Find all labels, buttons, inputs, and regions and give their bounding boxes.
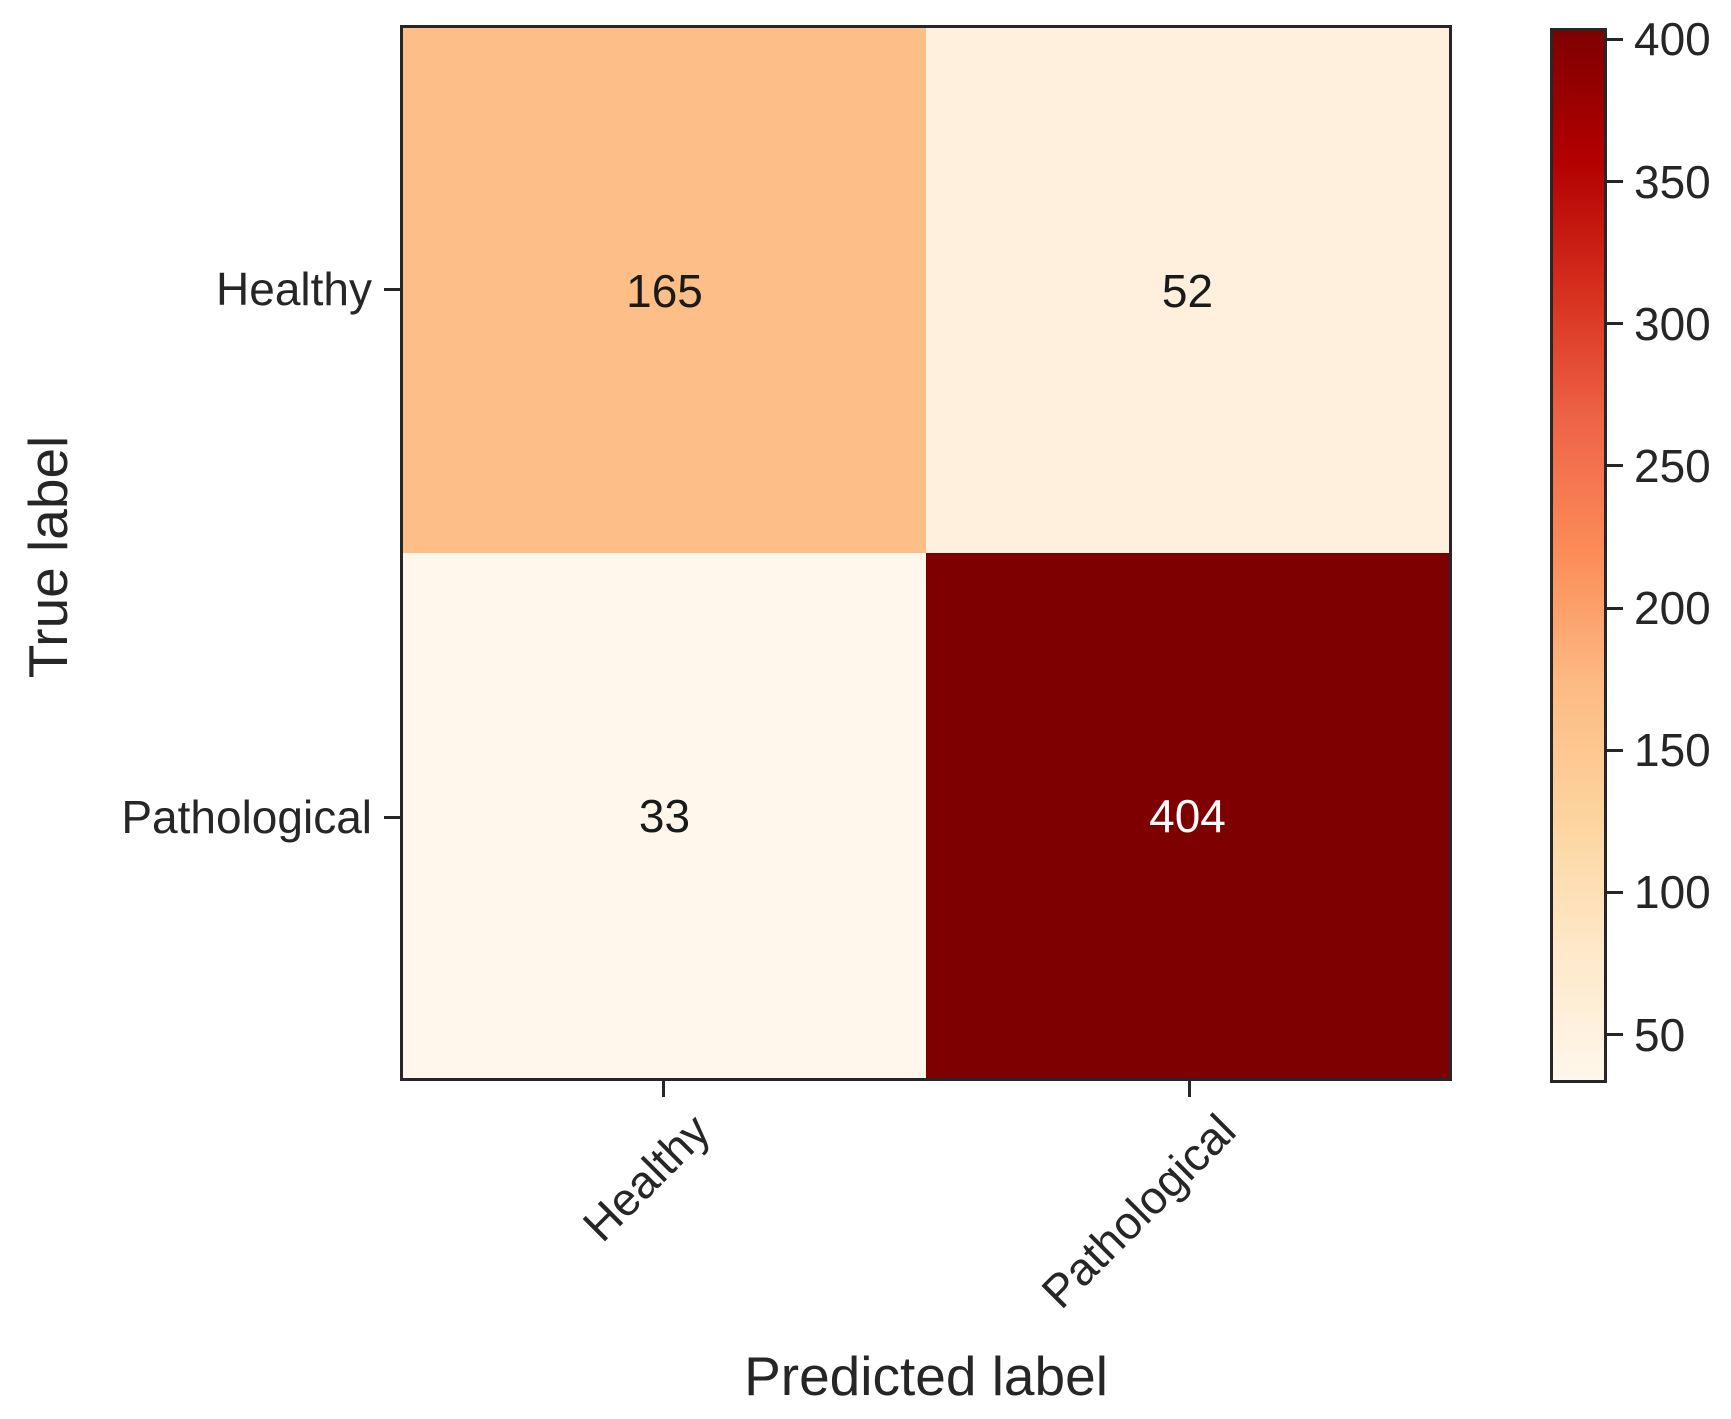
matrix-cell-pathological-healthy: 33: [403, 553, 926, 1078]
colorbar-tick-mark: [1607, 322, 1623, 326]
colorbar-tick-mark: [1607, 606, 1623, 610]
colorbar-tick-mark: [1607, 1033, 1623, 1037]
colorbar-tick-mark: [1607, 890, 1623, 894]
heatmap-grid: 165 52 33 404: [400, 25, 1452, 1081]
y-tick-label-healthy: Healthy: [216, 263, 372, 315]
matrix-cell-pathological-pathological: 404: [926, 553, 1449, 1078]
colorbar-tick-mark: [1607, 464, 1623, 468]
colorbar-tick-label-200: 200: [1634, 582, 1711, 635]
colorbar-tick-label-250: 250: [1634, 439, 1711, 492]
colorbar-tick-label-150: 150: [1634, 724, 1711, 777]
colorbar-tick-label-350: 350: [1634, 155, 1711, 208]
colorbar-tick-label-300: 300: [1634, 297, 1711, 350]
colorbar-tick-label-50: 50: [1634, 1008, 1686, 1061]
colorbar-tick-mark: [1607, 37, 1623, 41]
y-tick-label-pathological: Pathological: [121, 791, 372, 843]
colorbar-tick-mark: [1607, 748, 1623, 752]
cell-value: 404: [1149, 789, 1226, 842]
colorbar-tick-mark: [1607, 180, 1623, 184]
colorbar-tick-label-100: 100: [1634, 866, 1711, 919]
x-axis-title: Predicted label: [744, 1345, 1108, 1407]
x-tick-label-healthy: Healthy: [572, 1104, 720, 1252]
y-tick-mark: [384, 815, 400, 819]
x-tick-mark: [661, 1081, 665, 1097]
y-tick-mark: [384, 287, 400, 291]
cell-value: 33: [638, 789, 691, 842]
cell-value: 52: [1161, 264, 1214, 317]
y-axis-title: True label: [17, 435, 79, 679]
cell-value: 165: [626, 264, 703, 317]
x-tick-mark: [1187, 1081, 1191, 1097]
matrix-cell-healthy-healthy: 165: [403, 28, 926, 553]
colorbar: [1550, 28, 1607, 1083]
x-tick-label-pathological: Pathological: [1031, 1104, 1246, 1318]
matrix-cell-healthy-pathological: 52: [926, 28, 1449, 553]
colorbar-tick-label-400: 400: [1634, 13, 1711, 66]
